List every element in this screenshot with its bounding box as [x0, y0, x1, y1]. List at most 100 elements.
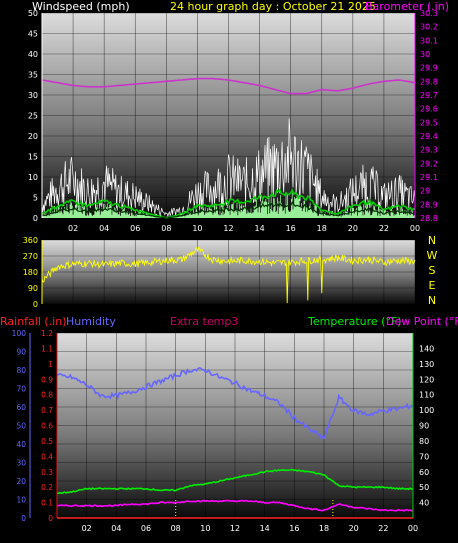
x-tick-label: 06: [130, 224, 140, 233]
barometer-tick-label: 30: [420, 50, 430, 59]
panel3-series: [56, 367, 414, 519]
windspeed-tick-label: 15: [28, 153, 38, 162]
humidity-axis-title: Humidity: [66, 315, 116, 328]
x-tick-label: 04: [99, 224, 109, 233]
panel1-x-axis: 02 04 06 08 10 12 14 16 18 20 22 00: [68, 224, 420, 233]
x-tick-label: 16: [289, 524, 299, 533]
compass-label-n: N: [428, 234, 436, 247]
x-tick-label: 02: [68, 224, 78, 233]
direction-tick-label: 90: [28, 284, 38, 293]
rainfall-tick-label: 0.5: [41, 437, 53, 446]
rainfall-tick-label: 0.9: [41, 375, 53, 384]
compass-label-e: E: [429, 279, 436, 292]
extra-temp3-title: Extra temp3: [170, 315, 238, 328]
humidity-tick-label: 70: [16, 385, 26, 394]
temperature-tick-label: 60: [419, 468, 429, 477]
x-tick-label: 12: [230, 524, 240, 533]
wind-direction-line: [41, 246, 416, 304]
x-tick-label: 16: [286, 224, 296, 233]
humidity-tick-label: 20: [16, 477, 26, 486]
barometer-axis-title: Barometer (.in): [365, 0, 449, 13]
temperature-tick-label: 130: [419, 360, 434, 369]
barometer-tick-label: 30.1: [420, 36, 438, 45]
x-tick-label: 00: [410, 224, 420, 233]
x-tick-label: 22: [378, 524, 388, 533]
windspeed-tick-label: 5: [33, 194, 38, 203]
x-tick-label: 04: [111, 524, 121, 533]
x-tick-label: 06: [141, 524, 151, 533]
temperature-tick-label: 70: [419, 452, 429, 461]
barometer-tick-label: 29.3: [420, 146, 438, 155]
x-tick-label: 14: [260, 524, 270, 533]
temperature-tick-label: 120: [419, 375, 434, 384]
x-tick-label: 00: [408, 524, 418, 533]
compass-label-n: N: [428, 294, 436, 307]
panel1-right-axis: 28.8 28.9 29 29.1 29.2 29.3 29.4 29.5 29.6 29.7 29…: [414, 9, 438, 223]
humidity-tick-label: 0: [21, 514, 26, 523]
barometer-tick-label: 29.2: [420, 159, 438, 168]
rainfall-tick-label: 0.8: [41, 391, 53, 400]
wind-speed-line: [41, 118, 416, 217]
windspeed-tick-label: 0: [33, 214, 38, 223]
x-tick-label: 14: [254, 224, 264, 233]
windspeed-tick-label: 10: [28, 173, 38, 182]
panel2-gridlines: [42, 239, 416, 305]
windspeed-axis-title: Windspeed (mph): [32, 0, 130, 13]
rainfall-tick-label: 0.2: [41, 483, 53, 492]
temperature-tick-label: 140: [419, 344, 434, 353]
rainfall-tick-label: 0.1: [41, 499, 53, 508]
barometer-series: [41, 77, 416, 95]
temperature-tick-label: 50: [419, 483, 429, 492]
humidity-tick-label: 80: [16, 366, 26, 375]
humidity-tick-label: 10: [16, 496, 26, 505]
windspeed-tick-label: 30: [28, 91, 38, 100]
barometer-tick-label: 29.7: [420, 91, 438, 100]
barometer-tick-label: 29.5: [420, 118, 438, 127]
rainfall-tick-label: 0.4: [41, 452, 53, 461]
direction-tick-label: 180: [23, 268, 38, 277]
wind-direction-series: [41, 246, 416, 304]
barometer-tick-label: 29: [420, 187, 430, 196]
direction-tick-label: 0: [33, 300, 38, 309]
dew-point-line: [56, 499, 414, 512]
wind-average-line: [41, 188, 416, 219]
compass-label-w: W: [427, 249, 438, 262]
barometer-tick-label: 28.9: [420, 200, 438, 209]
humidity-line: [56, 367, 414, 440]
wind-speed-series: [41, 118, 416, 219]
temperature-tick-label: 100: [419, 406, 434, 415]
dew-point-axis-title: Dew Point (°F): [386, 315, 458, 328]
x-tick-label: 10: [200, 524, 210, 533]
x-tick-label: 18: [317, 224, 327, 233]
rainfall-tick-label: 0: [48, 514, 53, 523]
windspeed-tick-label: 35: [28, 71, 38, 80]
x-tick-label: 18: [319, 524, 329, 533]
temperature-tick-label: 40: [419, 499, 429, 508]
rainfall-tick-label: 1.2: [41, 329, 53, 338]
rainfall-tick-label: 0.6: [41, 422, 53, 431]
direction-tick-label: 360: [23, 236, 38, 245]
humidity-tick-label: 40: [16, 440, 26, 449]
barometer-tick-label: 29.1: [420, 173, 438, 182]
temperature-tick-label: 80: [419, 437, 429, 446]
barometer-tick-label: 30.3: [420, 9, 438, 18]
panel3-left-axes: 0 10 20 30 40 50 60 70 80 90 100 0 0.1 0.2 0.3 0.4 0.5 0.…: [12, 329, 58, 523]
humidity-tick-label: 90: [16, 348, 26, 357]
x-tick-label: 12: [223, 224, 233, 233]
barometer-tick-label: 29.6: [420, 105, 438, 114]
windspeed-tick-label: 20: [28, 132, 38, 141]
barometer-tick-label: 29.4: [420, 132, 438, 141]
temperature-line: [56, 468, 414, 495]
wind-average-dark-line: [41, 201, 416, 219]
x-tick-label: 02: [82, 524, 92, 533]
barometer-tick-label: 29.9: [420, 64, 438, 73]
rainfall-tick-label: 1: [48, 360, 53, 369]
temperature-tick-label: 90: [419, 422, 429, 431]
barometer-line: [41, 77, 416, 95]
compass-label-s: S: [429, 264, 436, 277]
humidity-tick-label: 100: [12, 329, 27, 338]
windspeed-tick-label: 45: [28, 30, 38, 39]
panel1-left-axis: 0 5 10 15 20 25 30 35 40 45 50: [28, 9, 43, 223]
